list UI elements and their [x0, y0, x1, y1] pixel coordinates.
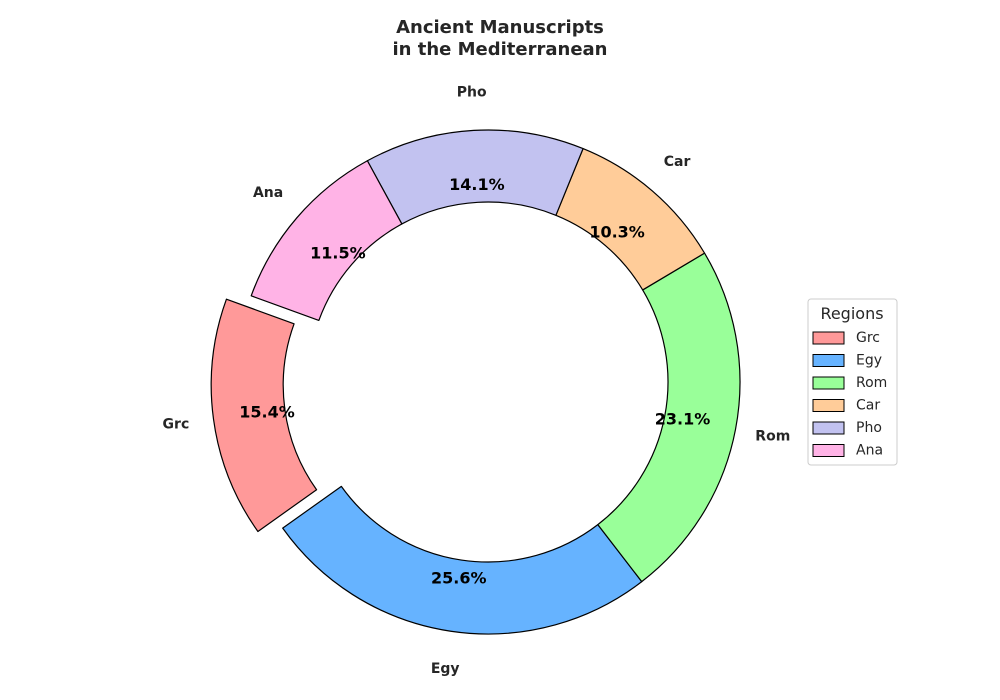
legend-swatch-grc: [812, 331, 845, 345]
slices-layer: [210, 129, 741, 635]
legend-swatch-rom: [812, 376, 845, 390]
slice-label-car: Car: [664, 154, 691, 170]
legend-item-grc: Grc: [812, 330, 880, 346]
slice-grc: [210, 298, 318, 533]
slice-label-rom: Rom: [755, 428, 790, 444]
legend-item-egy: Egy: [812, 353, 882, 369]
percent-label-pho: 14.1%: [449, 175, 505, 194]
slice-label-grc: Grc: [163, 416, 190, 432]
slice-label-pho: Pho: [457, 85, 487, 101]
legend-item-car: Car: [812, 398, 880, 414]
legend-label-rom: Rom: [856, 375, 887, 391]
legend-item-rom: Rom: [812, 375, 887, 391]
legend-label-grc: Grc: [856, 330, 880, 346]
legend-items: Grc Egy Rom Car Pho Ana: [812, 330, 887, 459]
percent-label-rom: 23.1%: [655, 410, 711, 429]
legend-label-pho: Pho: [856, 420, 882, 436]
legend: Regions Grc Egy Rom Car Pho Ana: [807, 298, 898, 466]
chart-title-line-2: in the Mediterranean: [392, 39, 607, 60]
legend-item-pho: Pho: [812, 420, 882, 436]
legend-swatch-pho: [812, 421, 845, 435]
legend-label-ana: Ana: [856, 443, 883, 459]
chart-title-line-1: Ancient Manuscripts: [396, 17, 604, 38]
labels-layer: Grc Egy Rom Car Pho Ana: [163, 85, 791, 677]
legend-label-egy: Egy: [856, 353, 882, 369]
legend-item-ana: Ana: [812, 443, 883, 459]
percent-label-grc: 15.4%: [239, 403, 295, 422]
percent-labels-layer: 15.4% 25.6% 23.1% 10.3% 14.1% 11.5%: [239, 175, 711, 587]
percent-label-ana: 11.5%: [310, 243, 366, 262]
slice-egy: [282, 485, 643, 635]
slice-label-ana: Ana: [253, 185, 283, 201]
legend-swatch-ana: [812, 444, 845, 457]
percent-label-egy: 25.6%: [431, 568, 487, 587]
legend-title: Regions: [820, 304, 883, 323]
legend-swatch-car: [812, 399, 845, 412]
legend-swatch-egy: [812, 354, 845, 367]
slice-label-egy: Egy: [431, 661, 460, 677]
legend-label-car: Car: [856, 398, 880, 414]
slice-ana: [250, 160, 403, 322]
percent-label-car: 10.3%: [589, 222, 645, 241]
